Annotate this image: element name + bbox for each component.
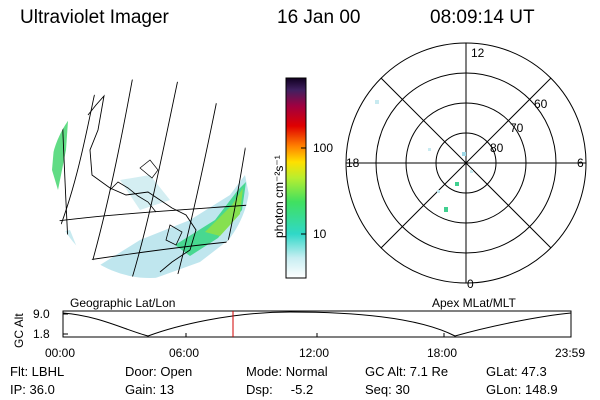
app-title: Ultraviolet Imager bbox=[20, 7, 169, 28]
altitude-curve bbox=[62, 311, 572, 337]
mlt-label-6: 6 bbox=[577, 156, 584, 170]
dsp-info: Dsp: -5.2 bbox=[246, 382, 314, 397]
mlat-label-60: 60 bbox=[534, 97, 548, 111]
geo-panel-label: Geographic Lat/Lon bbox=[70, 296, 176, 310]
mode-info: Mode: Normal bbox=[246, 364, 328, 379]
altitude-xtick-2359: 23:59 bbox=[555, 346, 586, 360]
time-label: 08:09:14 UT bbox=[430, 7, 535, 28]
door-info: Door: Open bbox=[125, 364, 193, 379]
filter-info: Flt: LBHL bbox=[10, 364, 65, 379]
aurora-band-east bbox=[175, 182, 246, 256]
mlt-label-0: 0 bbox=[467, 277, 474, 291]
aurora-diffuse-south bbox=[100, 175, 250, 278]
mlt-label-12: 12 bbox=[471, 46, 485, 60]
altitude-xtick-1800: 18:00 bbox=[427, 346, 458, 360]
altitude-ylabel: GC Alt bbox=[12, 313, 26, 348]
mlat-label-80: 80 bbox=[490, 141, 504, 155]
polar-aurora bbox=[375, 100, 473, 212]
altitude-xtick-1200: 12:00 bbox=[299, 346, 330, 360]
coastline-mainland bbox=[87, 94, 197, 273]
altitude-ytick-9: 9.0 bbox=[33, 307, 50, 321]
altitude-xtick-0000: 00:00 bbox=[45, 346, 76, 360]
colorbar bbox=[285, 77, 307, 279]
gain-info: Gain: 13 bbox=[125, 382, 175, 397]
ip-info: IP: 36.0 bbox=[10, 382, 55, 397]
seq-info: Seq: 30 bbox=[365, 382, 410, 397]
aurora-bright-east bbox=[205, 188, 243, 236]
colorbar-tick-100: 100 bbox=[313, 141, 334, 155]
altitude-xtick-0600: 06:00 bbox=[169, 346, 200, 360]
glat-info: GLat: 47.3 bbox=[486, 364, 547, 379]
colorbar-unit-label: photon cm⁻²s⁻¹ bbox=[272, 155, 286, 238]
date-label: 16 Jan 00 bbox=[277, 7, 361, 28]
polar-plot bbox=[345, 42, 587, 284]
colorbar-tick-10: 10 bbox=[313, 227, 327, 241]
geographic-map bbox=[50, 78, 250, 278]
polar-panel-label: Apex MLat/MLT bbox=[432, 296, 516, 310]
mlat-label-70: 70 bbox=[510, 121, 524, 135]
gc-alt-info: GC Alt: 7.1 Re bbox=[365, 364, 449, 379]
glon-info: GLon: 148.9 bbox=[486, 382, 558, 397]
altitude-ytick-1-8: 1.8 bbox=[33, 327, 50, 341]
coastline-island bbox=[165, 224, 183, 246]
altitude-plot bbox=[62, 310, 572, 338]
mlt-label-18: 18 bbox=[346, 156, 360, 170]
